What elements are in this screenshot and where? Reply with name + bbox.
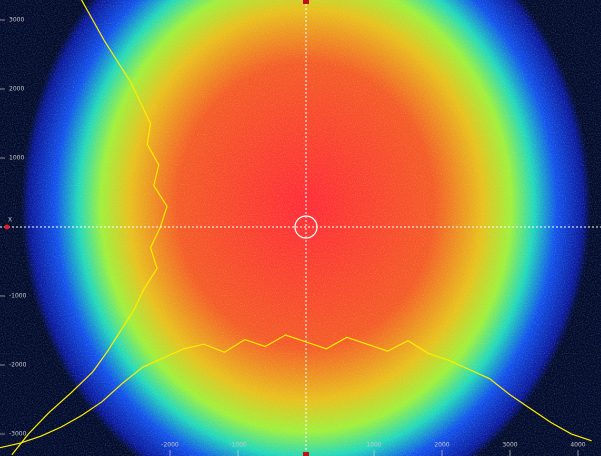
y-tick-label: 3000 xyxy=(9,17,24,24)
x-tick-label: 2000 xyxy=(434,442,449,449)
x-tick-label: -1000 xyxy=(229,442,247,449)
x-tick-label: -2000 xyxy=(161,442,179,449)
y-tick-label: 1000 xyxy=(9,155,24,162)
left-marker xyxy=(4,224,10,230)
bottom-marker xyxy=(303,452,309,456)
top-marker xyxy=(303,0,309,4)
y-tick-label: -3000 xyxy=(9,431,27,438)
y-tick-label: -1000 xyxy=(9,293,27,300)
y-tick-label: 2000 xyxy=(9,86,24,93)
y-tick-label: -2000 xyxy=(9,362,27,369)
x-tick-label: 4000 xyxy=(570,442,585,449)
x-tick-label: 1000 xyxy=(366,442,381,449)
horizontal-profile xyxy=(0,334,592,449)
crosshair-label: X xyxy=(8,217,12,224)
x-tick-label: 3000 xyxy=(502,442,517,449)
center-ring xyxy=(294,215,318,239)
